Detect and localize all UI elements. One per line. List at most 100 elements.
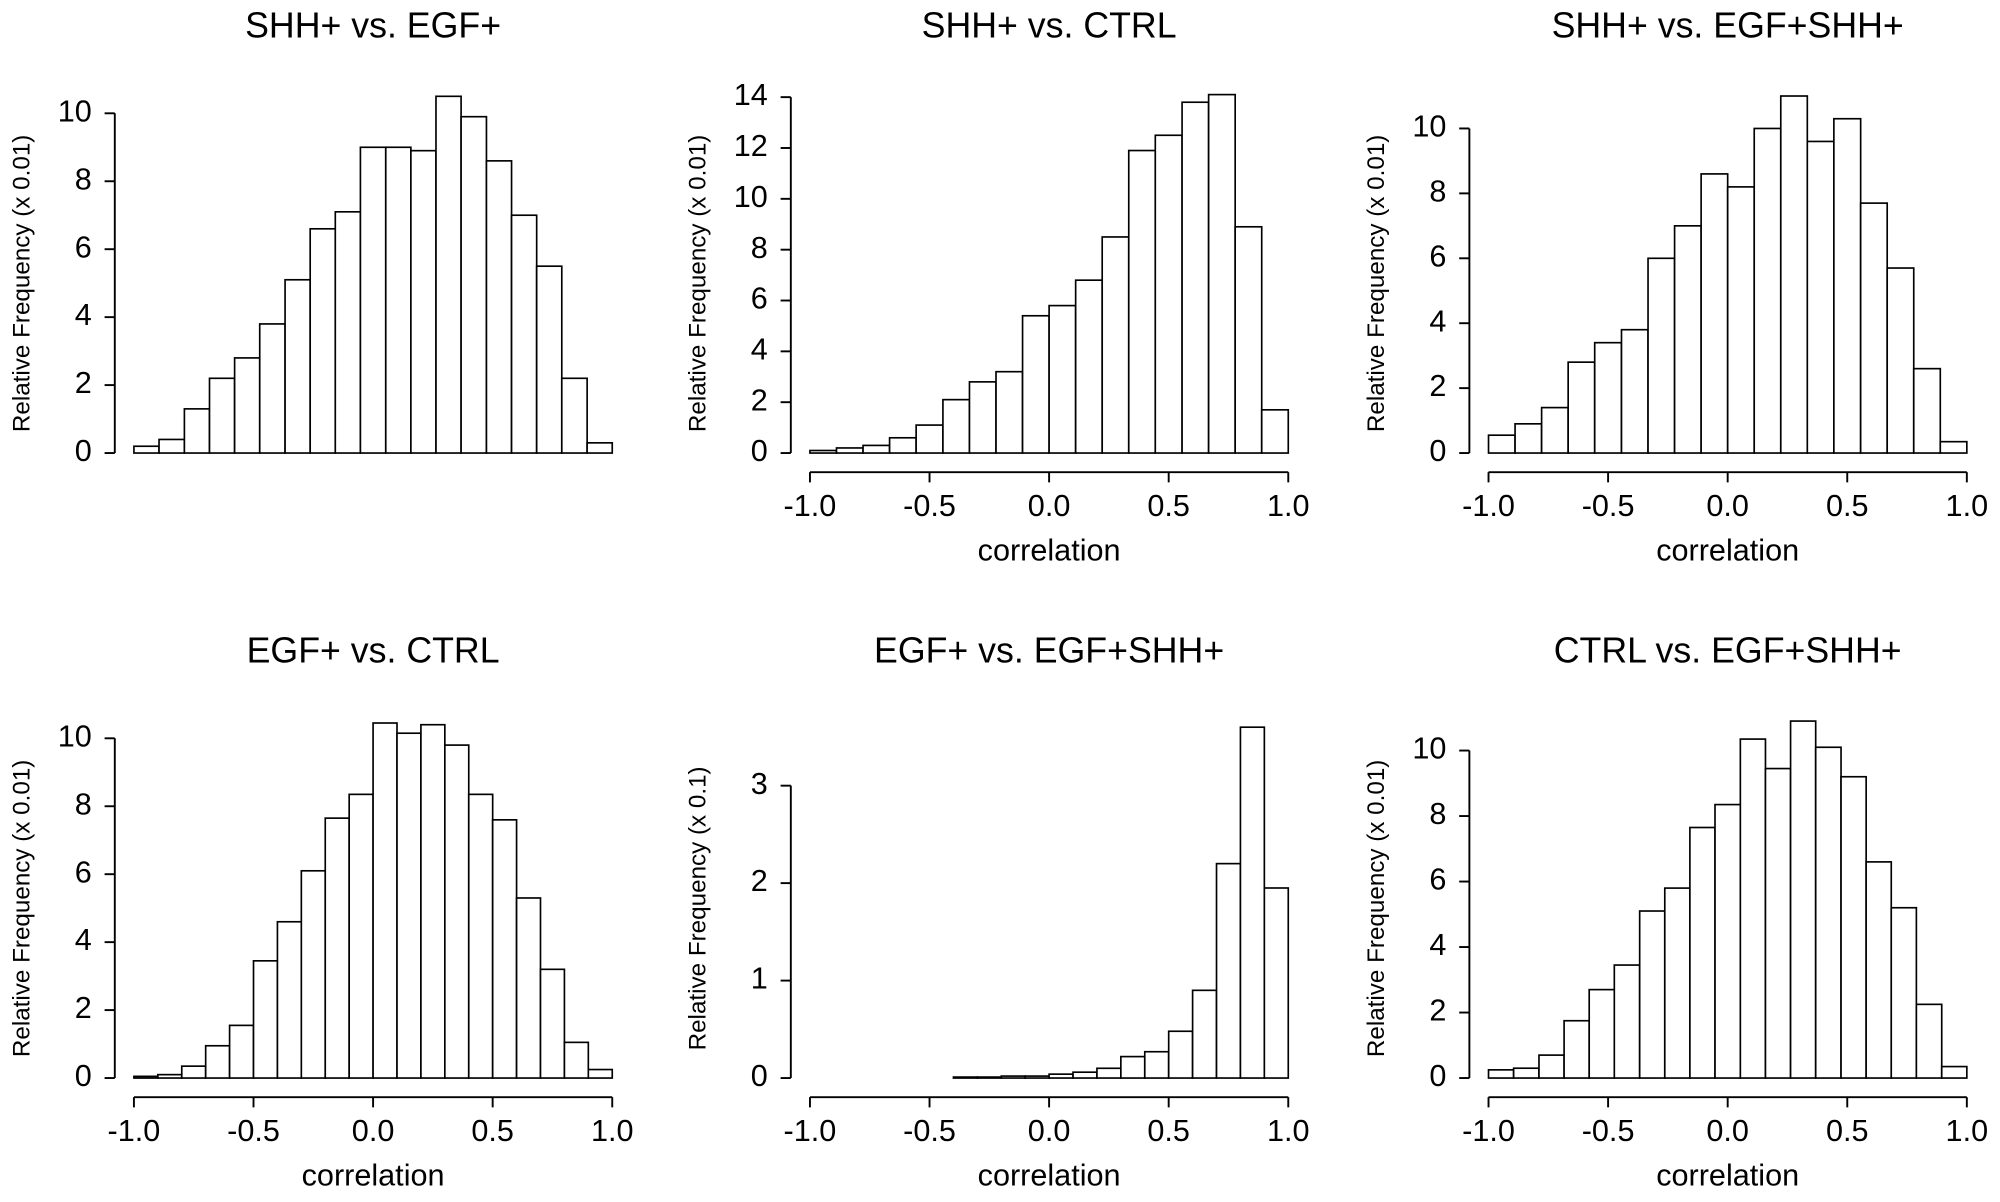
- bar: [1588, 988, 1616, 1079]
- x-tick-label: 0.5: [471, 1114, 514, 1148]
- x-tick-label: 1.0: [1946, 1114, 1989, 1148]
- x-tick-label: 0.0: [1706, 1114, 1749, 1148]
- y-tick-label: 6: [1429, 239, 1446, 273]
- y-tick-label: 0: [75, 1059, 92, 1093]
- y-tick-label: 2: [751, 383, 768, 417]
- bar: [1912, 367, 1942, 454]
- bar: [1127, 149, 1157, 454]
- y-tick-label: 8: [751, 231, 768, 265]
- bar: [1512, 1067, 1540, 1079]
- bar: [1647, 257, 1676, 454]
- x-tick-label: 0.0: [352, 1114, 395, 1148]
- bar: [515, 897, 542, 1079]
- y-axis-label: Relative Frequency (x 0.1): [684, 766, 711, 1050]
- bar: [1915, 1003, 1943, 1079]
- bar: [1940, 1065, 1968, 1079]
- y-tick-label: 6: [751, 282, 768, 316]
- bar: [1714, 803, 1742, 1079]
- bar: [1689, 826, 1716, 1079]
- bar: [435, 95, 462, 454]
- bar: [300, 869, 327, 1079]
- bar: [1167, 1030, 1194, 1079]
- x-tick-label: -0.5: [1582, 489, 1635, 523]
- x-tick-label: -1.0: [784, 489, 837, 523]
- bar: [1000, 1075, 1027, 1079]
- y-tick-label: 0: [1429, 1059, 1446, 1093]
- bar: [228, 1024, 255, 1079]
- bar: [586, 442, 614, 454]
- x-axis-label: correlation: [1656, 534, 1799, 568]
- y-tick-label: 6: [75, 855, 92, 889]
- x-tick-label: 0.5: [1826, 489, 1869, 523]
- bar: [157, 1073, 183, 1079]
- bar: [539, 968, 566, 1079]
- bar: [1021, 314, 1050, 454]
- x-axis-label: correlation: [978, 1159, 1121, 1193]
- bar: [348, 793, 374, 1079]
- bar: [1143, 1050, 1170, 1079]
- bar: [1487, 434, 1516, 454]
- bar: [396, 732, 422, 1079]
- bar: [1638, 910, 1666, 1079]
- bar: [324, 817, 350, 1079]
- y-tick-label: 10: [1412, 110, 1446, 144]
- bar: [1886, 267, 1915, 454]
- bar: [1700, 173, 1729, 454]
- bar: [1207, 93, 1237, 454]
- y-tick-label: 8: [1429, 174, 1446, 208]
- bar: [1048, 1073, 1074, 1079]
- bar: [1673, 225, 1702, 454]
- bar: [1833, 117, 1862, 454]
- x-axis-label: correlation: [302, 1159, 445, 1193]
- x-tick-label: -1.0: [108, 1114, 161, 1148]
- y-tick-label: 8: [1429, 797, 1446, 831]
- y-tick-label: 10: [734, 180, 768, 214]
- y-tick-label: 6: [1429, 863, 1446, 897]
- bar: [1789, 720, 1817, 1079]
- y-tick-label: 10: [58, 719, 92, 753]
- bar: [467, 793, 494, 1079]
- bar: [284, 278, 312, 454]
- bar: [1101, 236, 1130, 454]
- bar: [1154, 134, 1183, 454]
- bar: [1563, 1019, 1591, 1079]
- bar: [1593, 341, 1623, 454]
- bar: [1814, 746, 1842, 1079]
- x-tick-label: 1.0: [591, 1114, 634, 1148]
- bar: [1072, 1071, 1098, 1079]
- bar: [1613, 964, 1641, 1079]
- bar: [1239, 726, 1266, 1079]
- bar: [1048, 304, 1077, 454]
- x-tick-label: -0.5: [903, 489, 956, 523]
- bar: [1096, 1067, 1122, 1079]
- bar: [410, 149, 437, 454]
- bar: [563, 1041, 590, 1079]
- bar: [372, 722, 398, 1079]
- bar: [587, 1068, 614, 1079]
- bar: [942, 398, 971, 454]
- y-tick-label: 12: [734, 129, 768, 163]
- y-tick-label: 4: [751, 332, 768, 366]
- bar: [952, 1076, 979, 1079]
- x-tick-label: 0.5: [1147, 489, 1190, 523]
- y-tick-label: 4: [75, 298, 92, 332]
- bar: [976, 1076, 1003, 1079]
- y-tick-label: 14: [734, 78, 768, 112]
- bar: [510, 214, 538, 454]
- bar: [1939, 440, 1968, 454]
- bar: [359, 146, 387, 454]
- x-tick-label: -0.5: [227, 1114, 280, 1148]
- bar: [809, 449, 838, 454]
- y-tick-label: 10: [58, 94, 92, 128]
- bar: [1567, 361, 1596, 454]
- y-axis-label: Relative Frequency (x 0.01): [8, 760, 35, 1057]
- y-tick-label: 0: [75, 434, 92, 468]
- panel-title: SHH+ vs. EGF+: [245, 6, 501, 46]
- bar: [1260, 408, 1290, 454]
- bar: [1538, 1054, 1565, 1079]
- bar: [258, 323, 286, 454]
- panel-title: EGF+ vs. EGF+SHH+: [874, 631, 1224, 671]
- bar: [1215, 862, 1242, 1079]
- bar: [1514, 423, 1543, 454]
